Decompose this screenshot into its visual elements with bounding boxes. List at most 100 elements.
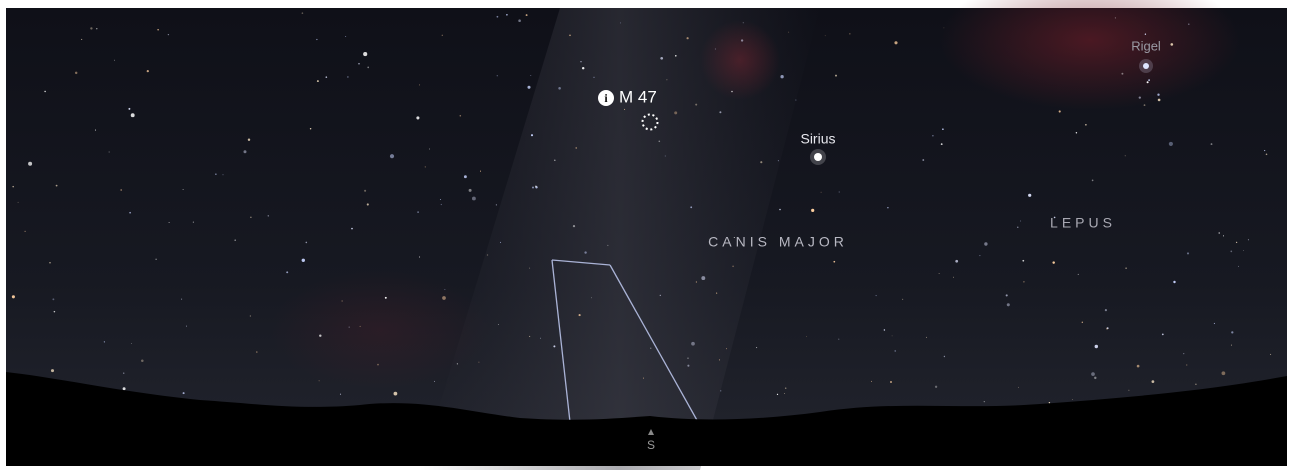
star bbox=[716, 293, 717, 294]
star bbox=[52, 298, 54, 300]
star bbox=[114, 60, 115, 61]
star bbox=[687, 37, 689, 39]
star bbox=[1223, 235, 1224, 236]
star bbox=[558, 87, 561, 90]
star bbox=[943, 27, 944, 28]
star bbox=[186, 326, 187, 327]
star bbox=[1107, 327, 1109, 329]
star bbox=[419, 84, 420, 85]
star bbox=[1169, 142, 1173, 146]
star bbox=[756, 347, 757, 348]
star bbox=[302, 12, 304, 14]
star bbox=[984, 242, 987, 245]
star bbox=[784, 393, 785, 394]
star bbox=[944, 356, 945, 357]
star bbox=[1020, 221, 1021, 222]
star bbox=[1266, 154, 1268, 156]
star bbox=[741, 39, 743, 41]
star bbox=[500, 242, 501, 243]
star bbox=[363, 52, 367, 56]
star bbox=[811, 209, 814, 212]
star bbox=[351, 228, 353, 230]
object-label[interactable]: M 47 bbox=[619, 87, 657, 106]
star bbox=[650, 348, 651, 349]
star bbox=[922, 159, 924, 161]
star bbox=[1187, 252, 1189, 254]
star bbox=[838, 339, 839, 340]
star bbox=[1238, 266, 1239, 267]
star bbox=[1105, 309, 1107, 311]
star bbox=[394, 392, 398, 396]
star bbox=[620, 22, 621, 23]
star-label[interactable]: Sirius bbox=[800, 131, 835, 147]
star bbox=[256, 351, 258, 353]
star bbox=[131, 343, 132, 344]
star bbox=[442, 35, 443, 36]
star bbox=[434, 381, 435, 382]
star bbox=[478, 362, 479, 363]
star bbox=[12, 186, 14, 188]
star bbox=[1186, 365, 1187, 366]
constellation-label[interactable]: CANIS MAJOR bbox=[708, 234, 848, 250]
star bbox=[123, 373, 124, 374]
star bbox=[1072, 399, 1073, 400]
star bbox=[788, 32, 789, 33]
star bbox=[310, 128, 311, 129]
star bbox=[941, 143, 943, 145]
star bbox=[44, 91, 45, 92]
star bbox=[687, 357, 688, 358]
star bbox=[1115, 17, 1116, 18]
star bbox=[607, 245, 608, 246]
star bbox=[1137, 365, 1140, 368]
star bbox=[785, 387, 786, 388]
star bbox=[719, 111, 721, 113]
constellation-label[interactable]: LEPUS bbox=[1050, 215, 1116, 231]
star bbox=[674, 111, 677, 114]
star bbox=[715, 48, 716, 49]
star bbox=[553, 345, 555, 347]
star bbox=[780, 75, 783, 78]
star bbox=[367, 203, 369, 205]
star bbox=[54, 311, 56, 313]
star bbox=[569, 35, 571, 37]
star bbox=[49, 262, 50, 263]
star bbox=[1006, 294, 1008, 296]
star bbox=[248, 139, 250, 141]
star bbox=[129, 212, 131, 214]
star bbox=[1173, 281, 1175, 283]
star bbox=[1231, 331, 1233, 333]
star bbox=[1023, 281, 1025, 283]
star bbox=[806, 336, 807, 337]
star bbox=[777, 394, 778, 395]
star bbox=[1148, 79, 1150, 81]
star bbox=[696, 281, 697, 282]
star bbox=[183, 392, 185, 394]
star bbox=[529, 268, 530, 269]
star bbox=[1270, 354, 1271, 355]
star bbox=[532, 186, 534, 188]
star bbox=[1145, 34, 1146, 35]
star bbox=[250, 315, 251, 316]
star bbox=[876, 295, 877, 296]
star bbox=[1183, 353, 1184, 354]
star bbox=[593, 77, 594, 78]
star bbox=[487, 254, 488, 255]
star bbox=[576, 147, 577, 148]
star bbox=[659, 141, 661, 143]
star bbox=[518, 19, 521, 22]
star bbox=[1264, 150, 1265, 151]
star bbox=[1049, 402, 1050, 403]
star bbox=[825, 35, 826, 36]
star bbox=[440, 199, 441, 200]
star bbox=[691, 342, 695, 346]
star bbox=[1211, 143, 1213, 145]
star bbox=[660, 57, 663, 60]
star bbox=[340, 394, 341, 395]
star bbox=[732, 265, 734, 267]
star bbox=[926, 337, 927, 338]
star bbox=[1139, 96, 1141, 98]
star-label[interactable]: Rigel bbox=[1131, 38, 1161, 53]
star bbox=[56, 185, 58, 187]
star bbox=[778, 160, 779, 161]
star bbox=[444, 289, 445, 290]
